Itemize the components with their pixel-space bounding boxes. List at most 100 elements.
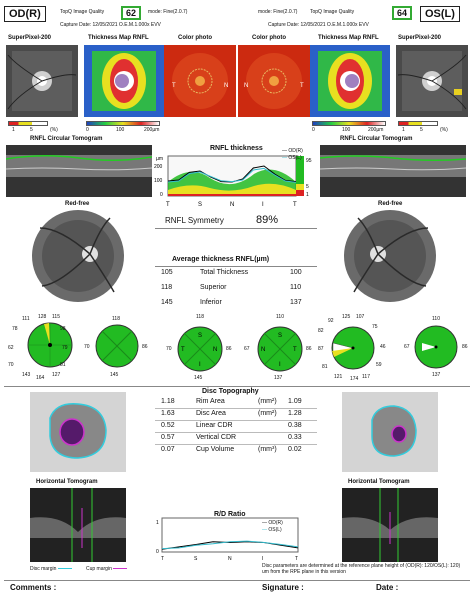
- footer-divider: [4, 580, 470, 581]
- rd-xtick-t1: T: [161, 556, 164, 562]
- od-quadrant-chart: [95, 324, 139, 368]
- os-clock-12-5: 117: [362, 374, 370, 380]
- avg-superior-label: Superior: [200, 284, 227, 291]
- disc-lcdr-od: 0.52: [161, 422, 175, 429]
- od-photo-t: T: [172, 83, 176, 89]
- disc-area-label: Disc Area: [196, 410, 226, 417]
- od-tm-scale-200: 200µm: [144, 127, 160, 133]
- od-photo-n: N: [224, 83, 228, 89]
- disc-cup-unit: (mm³): [258, 446, 277, 453]
- disc-cup-os: 0.02: [288, 446, 302, 453]
- disc-lcdr-label: Linear CDR: [196, 422, 233, 429]
- od-color-photo-label: Color photo: [178, 35, 212, 41]
- rd-ytick-0: 0: [156, 549, 159, 555]
- rd-xtick-n: N: [228, 556, 232, 562]
- rnfl-xtick-i: I: [262, 202, 264, 208]
- os-clock-12-2: 75: [372, 324, 378, 330]
- os-clock-12-11: 92: [328, 318, 334, 324]
- rd-legend-od-label: OD(R): [268, 520, 283, 526]
- od-eye-label: OD(R): [4, 6, 46, 22]
- od-clock-12-9: 70: [8, 362, 14, 368]
- rnfl-chart-title: RNFL thickness: [210, 145, 263, 152]
- avg-total-os: 100: [290, 269, 302, 276]
- rnfl-thickness-chart: µm 200 100 0 95 5 1 T S N I T: [154, 155, 312, 208]
- os-color-photo: N T: [238, 45, 310, 117]
- date-label: Date :: [376, 583, 399, 592]
- rnfl-ytick-100: 100: [154, 178, 163, 184]
- os-thickness-map-label: Thickness Map RNFL: [318, 35, 379, 41]
- avg-total-od: 105: [161, 269, 173, 276]
- rnfl-ytick-0: 0: [160, 192, 163, 198]
- rd-os-line: [161, 540, 299, 550]
- od-redfree-image: [32, 210, 124, 302]
- os-quad-t: T: [293, 347, 297, 353]
- rnfl-symmetry-value: 89%: [256, 214, 279, 226]
- os-quadrant-chart: [414, 325, 458, 369]
- os-clock-12: [331, 326, 375, 370]
- od-quad-val-s: 118: [112, 316, 120, 322]
- rnfl-legend-od-label: OD(R): [288, 148, 303, 154]
- rnfl-pct-5: 5: [306, 184, 309, 190]
- rd-title: R/D Ratio: [214, 511, 246, 518]
- avg-total-label: Total Thickness: [200, 269, 249, 276]
- od-quad-t: T: [181, 347, 185, 353]
- os-sn-val-s: 110: [276, 314, 284, 320]
- avg-divider-top: [155, 228, 317, 229]
- os-sn-val-i: 137: [274, 375, 283, 381]
- os-redfree-label: Red-free: [378, 201, 403, 207]
- disc-title: Disc Topography: [202, 388, 259, 395]
- avg-inferior-label: Inferior: [200, 299, 222, 306]
- od-capture: Capture Date: 12/05/2021 O.E.M.1.000x EV…: [60, 22, 161, 28]
- rnfl-legend-od: — OD(R): [282, 148, 303, 154]
- od-clock-12-6: 127: [52, 372, 61, 378]
- od-redfree-label: Red-free: [65, 201, 90, 207]
- od-tm-scale-0: 0: [86, 127, 89, 133]
- od-clock-12-10: 62: [8, 345, 14, 351]
- os-tm-scale-200: 200µm: [368, 127, 384, 133]
- od-color-photo: T N: [164, 45, 236, 117]
- rd-ytick-1: 1: [156, 520, 159, 526]
- od-quad-val-n: 86: [142, 344, 148, 350]
- avg-superior-od: 118: [161, 284, 173, 291]
- section-divider: [4, 386, 470, 387]
- reference-plane-note: Disc parameters are determined at the re…: [262, 563, 461, 575]
- od-sp-scale-5: 5: [30, 127, 33, 133]
- od-quad-val-i: 145: [110, 372, 119, 378]
- disc-row-line-2: [155, 420, 317, 421]
- os-tm-scale-100: 100: [342, 127, 351, 133]
- od-clock-12-4: 79: [62, 345, 68, 351]
- od-superpixel-image: [6, 45, 78, 117]
- cup-margin-legend: Cup margin: [86, 566, 128, 572]
- rnfl-xtick-s: S: [198, 202, 202, 208]
- os-photo-n: N: [244, 83, 248, 89]
- disc-vcdr-od: 0.57: [161, 434, 175, 441]
- os-clock-12-4: 59: [376, 362, 382, 368]
- od-mode: mode: Fine(2.0.7): [148, 9, 188, 15]
- os-rnfl-tomogram: [320, 145, 466, 197]
- rd-legend-os: — OS(L): [262, 527, 282, 533]
- rnfl-pct-95: 95: [306, 158, 312, 164]
- od-tomogram-title: RNFL Circular Tomogram: [30, 136, 103, 142]
- rnfl-xtick-n: N: [230, 202, 234, 208]
- od-sn-val-s: 118: [196, 314, 204, 320]
- disc-cup-label: Cup Volume: [196, 446, 235, 453]
- os-horizontal-tomogram: [342, 488, 438, 562]
- os-sp-scale-1: 1: [402, 127, 405, 133]
- os-quad-val-n: 67: [404, 344, 410, 350]
- disc-area-unit: (mm²): [258, 410, 277, 417]
- od-thickness-map-label: Thickness Map RNFL: [88, 35, 149, 41]
- od-quad-i: I: [199, 362, 201, 368]
- os-color-photo-label: Color photo: [252, 35, 286, 41]
- rd-ratio-chart: 1 0 T S N I T: [156, 517, 299, 562]
- od-clock-12-12: 111: [22, 316, 30, 322]
- os-sp-scale-5: 5: [420, 127, 423, 133]
- os-sp-scale-pct: (%): [440, 127, 448, 133]
- os-htomo-title: Horizontal Tomogram: [348, 479, 410, 485]
- od-clock-12-8: 143: [22, 372, 31, 378]
- disc-cup-od: 0.07: [161, 446, 175, 453]
- od-rnfl-tomogram: [6, 145, 152, 197]
- od-clock-12-1: 128: [38, 314, 47, 320]
- disc-area-os: 1.28: [288, 410, 302, 417]
- disc-area-od: 1.63: [161, 410, 175, 417]
- os-clock-12-6: 174: [350, 376, 359, 382]
